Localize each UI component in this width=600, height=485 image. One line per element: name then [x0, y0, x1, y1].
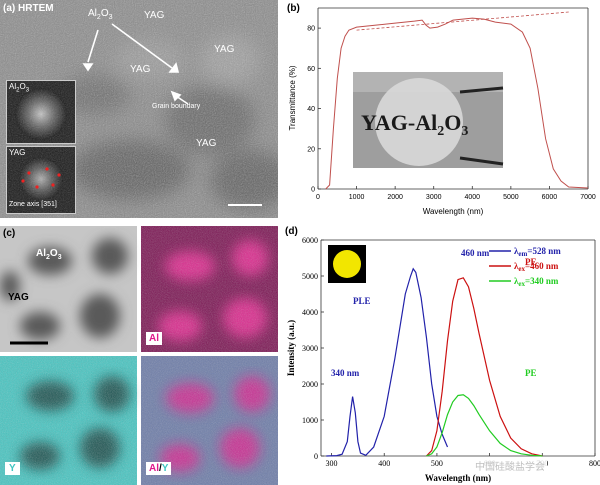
legend-entry: λex=460 nm: [514, 261, 559, 273]
y-tick-label: 0: [314, 452, 318, 461]
grain-boundary-label: Grain boundary: [152, 103, 201, 110]
legend: λem=528 nm λex=460 nm λex=340 nm: [489, 246, 561, 288]
x-tick-label: 500: [431, 459, 443, 468]
overlay-map-label: Al/Y: [146, 462, 172, 475]
ple-label: PLE: [353, 296, 371, 306]
peak-460-label: 460 nm: [461, 248, 490, 258]
phosphor-photo: [328, 245, 366, 283]
x-tick-label: 2000: [387, 194, 403, 201]
fft-inset-al2o3: Al2O3: [6, 80, 76, 144]
eds-maps: [0, 226, 278, 485]
yag-label: YAG: [196, 138, 217, 149]
y-tick-label: 20: [307, 146, 315, 153]
y-tick-label: 3000: [302, 344, 318, 353]
x-tick-label: 800: [589, 459, 600, 468]
panel-c-eds: (c) Al2O3 YAG Al Y Al/Y: [0, 226, 278, 485]
sem-al2o3-label: Al2O3: [36, 248, 62, 261]
panel-b-label: (b): [287, 3, 300, 14]
al-map: [141, 226, 278, 352]
panel-d-label: (d): [285, 226, 298, 237]
y-tick-label: 4000: [302, 308, 318, 317]
y-tick-label: 5000: [302, 272, 318, 281]
legend-entry: λex=340 nm: [514, 276, 559, 288]
y-tick-label: 1000: [302, 416, 318, 425]
x-tick-label: 4000: [464, 194, 480, 201]
panel-c-label: (c): [3, 228, 16, 239]
x-tick-label: 6000: [542, 194, 558, 201]
sample-photo: YAG-Al2O3: [353, 72, 504, 168]
al2o3-label: Al2O3: [88, 8, 113, 21]
y-tick-label: 40: [307, 106, 315, 113]
x-axis-label: Wavelength (nm): [425, 473, 491, 483]
series-line-3: [426, 394, 543, 457]
panel-a-label: (a) HRTEM: [3, 3, 54, 14]
yag-label: YAG: [130, 64, 151, 75]
reference-dashed-line: [356, 11, 569, 31]
yag-label: YAG: [144, 10, 165, 21]
zone-axis-label: Zone axis [351]: [9, 201, 57, 208]
pl-spectra-chart: 3004005006007008000100020003000400050006…: [286, 236, 600, 483]
inset-yag-label: YAG: [9, 148, 26, 157]
fft-inset-yag: YAG Zone axis [351]: [6, 146, 76, 214]
y-axis-label: Intensity (a.u.): [286, 320, 296, 376]
pe-label-green: PE: [525, 368, 537, 378]
panel-a-hrtem: (a) HRTEM Al2O3 YAG YAG YAG YAG Grain bo…: [0, 0, 278, 218]
y-tick-label: 2000: [302, 380, 318, 389]
series-line-2: [425, 277, 543, 457]
x-tick-label: 1000: [349, 194, 365, 201]
x-tick-label: 0: [316, 194, 320, 201]
sem-yag-label: YAG: [8, 292, 29, 303]
annotation-arrows: [82, 23, 189, 105]
transmittance-chart: 0 1000 2000 3000 4000 5000 6000 7000 0 20 40 60 80 Y…: [288, 7, 596, 216]
y-tick-label: 6000: [302, 236, 318, 245]
x-axis-label: Wavelength (nm): [423, 207, 484, 216]
peak-340-label: 340 nm: [331, 368, 360, 378]
inset-al2o3-label: Al2O3: [9, 82, 30, 94]
al-map-label: Al: [146, 332, 162, 345]
y-tick-label: 80: [307, 26, 315, 33]
y-axis-label: Transmittance (%): [288, 65, 297, 130]
y-tick-label: 60: [307, 66, 315, 73]
sem-image: [0, 226, 137, 352]
x-tick-label: 7000: [580, 194, 596, 201]
series-line-1: [326, 267, 449, 457]
transmittance-series-line: [325, 17, 589, 190]
x-tick-label: 300: [326, 459, 338, 468]
legend-entry: λem=528 nm: [514, 246, 561, 258]
x-tick-label: 400: [378, 459, 390, 468]
panel-d-spectra: (d) 300400500600700800010002000300040005…: [285, 226, 600, 485]
watermark: 中国硅酸盐学会: [473, 458, 547, 473]
yag-label: YAG: [214, 44, 235, 55]
pe-label-red: PE: [525, 257, 537, 267]
x-tick-label: 3000: [426, 194, 442, 201]
y-map: [0, 356, 137, 485]
y-map-label: Y: [5, 462, 20, 475]
sample-photo-text: YAG-Al2O3: [361, 110, 468, 139]
x-tick-label: 5000: [503, 194, 519, 201]
panel-b-transmittance: (b) 0 1000 2000 3000 4000 5000 6000 7000 0 20 40 60…: [285, 0, 600, 218]
y-tick-label: 0: [311, 187, 315, 194]
